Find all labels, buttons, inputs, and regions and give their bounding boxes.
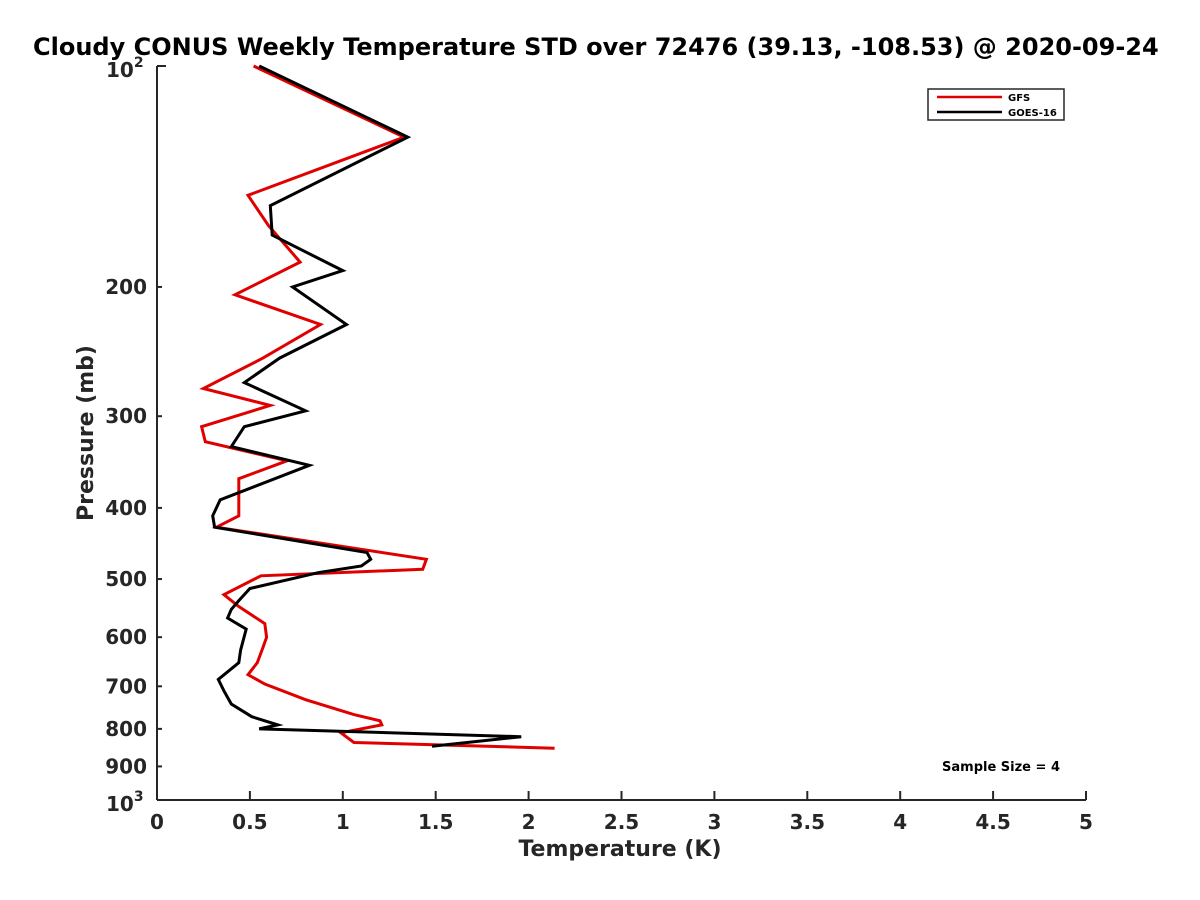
sample-size-annotation: Sample Size = 4 <box>942 760 1060 775</box>
x-tick-label: 0 <box>150 810 164 834</box>
x-tick-label: 2 <box>522 810 536 834</box>
x-tick-label: 0.5 <box>232 810 267 834</box>
y-tick-label: 500 <box>105 567 147 591</box>
y-tick-label-power: 103 <box>106 789 144 816</box>
y-tick-base: 10 <box>106 58 134 82</box>
x-tick-label: 1.5 <box>418 810 453 834</box>
x-tick-label: 1 <box>336 810 350 834</box>
series-layer <box>199 64 555 750</box>
x-axis-label: Temperature (K) <box>518 837 721 862</box>
y-axis-label: Pressure (mb) <box>74 345 99 521</box>
x-tick-label: 2.5 <box>604 810 639 834</box>
x-tick-label: 4 <box>893 810 907 834</box>
y-tick-label: 800 <box>105 717 147 741</box>
y-tick-exponent: 3 <box>134 789 144 805</box>
legend-box <box>927 88 1065 121</box>
series-line-gfs <box>199 64 555 750</box>
x-ticks: 0 0.5 1 1.5 2 2.5 3 3.5 4 4.5 5 <box>150 791 1093 834</box>
x-tick-label: 4.5 <box>975 810 1010 834</box>
y-tick-base: 10 <box>106 792 134 816</box>
y-tick-label: 200 <box>105 275 147 299</box>
x-tick-label: 3 <box>707 810 721 834</box>
y-tick-label: 700 <box>105 674 147 698</box>
legend-label-gfs: GFS <box>1008 93 1030 104</box>
y-tick-exponent: 2 <box>134 55 144 71</box>
y-tick-label: 300 <box>105 404 147 428</box>
legend-label-goes16: GOES-16 <box>1008 108 1057 119</box>
x-tick-label: 3.5 <box>790 810 825 834</box>
legend: GFS GOES-16 <box>927 88 1065 121</box>
x-tick-label: 5 <box>1079 810 1093 834</box>
y-tick-label: 600 <box>105 625 147 649</box>
series-line-goes16 <box>211 64 522 748</box>
y-tick-label-power: 102 <box>106 55 144 82</box>
y-tick-label: 400 <box>105 496 147 520</box>
chart-title: Cloudy CONUS Weekly Temperature STD over… <box>33 33 1159 61</box>
y-tick-label: 900 <box>105 754 147 778</box>
